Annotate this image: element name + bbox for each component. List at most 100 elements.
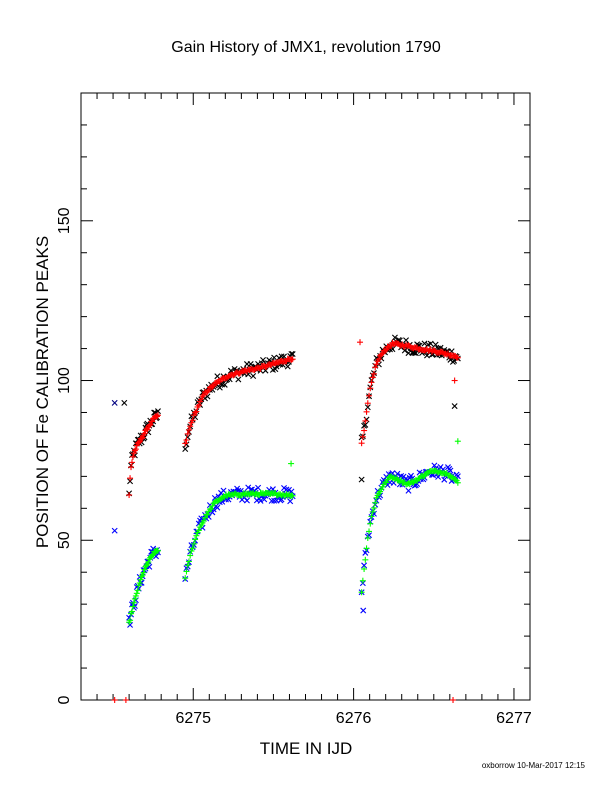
x-tick-label: 6276 (336, 710, 372, 727)
plus-marker (145, 559, 152, 566)
plus-marker (362, 417, 369, 424)
data-points (111, 334, 461, 703)
plus-marker (378, 351, 385, 358)
plus-marker (359, 433, 366, 440)
y-tick-label: 50 (56, 531, 73, 549)
x-marker (154, 408, 161, 415)
plus-marker (205, 387, 212, 394)
plus-marker (187, 552, 194, 559)
x-marker (220, 487, 227, 494)
plus-marker (154, 413, 161, 420)
plus-marker (208, 506, 215, 513)
x-marker (127, 478, 134, 485)
plus-marker (204, 388, 211, 395)
footer-stamp: oxborrow 10-Mar-2017 12:15 (482, 761, 586, 770)
x-marker (243, 497, 250, 504)
plus-marker (367, 385, 374, 392)
plus-marker (199, 393, 206, 400)
x-marker (405, 487, 412, 494)
x-tick-label: 6275 (175, 710, 211, 727)
x-marker (214, 504, 221, 511)
x-axis-label: TIME IN IJD (260, 739, 353, 758)
plus-marker (138, 573, 145, 580)
plus-marker (134, 587, 141, 594)
plus-marker (146, 422, 153, 429)
plus-marker (141, 430, 148, 437)
x-marker (271, 497, 278, 504)
plus-marker (454, 479, 461, 486)
plus-marker (136, 580, 143, 587)
plus-marker (369, 508, 376, 515)
x-marker (214, 373, 221, 380)
plus-marker (368, 379, 375, 386)
plus-marker (147, 421, 154, 428)
plus-marker (126, 492, 133, 499)
plus-marker (382, 347, 389, 354)
plot-area-border (80, 92, 531, 701)
plus-marker (366, 528, 373, 535)
y-tick-label: 100 (56, 367, 73, 394)
plus-marker (195, 402, 202, 409)
plus-marker (358, 440, 365, 447)
x-marker (441, 476, 448, 483)
plus-marker (364, 535, 371, 542)
plus-marker (189, 417, 196, 424)
plus-marker (131, 447, 138, 454)
plus-marker (184, 562, 191, 569)
x-marker (358, 476, 365, 483)
plus-marker (154, 547, 161, 554)
x-marker (284, 363, 291, 370)
plus-marker (366, 392, 373, 399)
plus-marker (144, 426, 151, 433)
x-marker (287, 498, 294, 505)
y-tick-label: 0 (56, 695, 73, 704)
plus-marker (288, 356, 295, 363)
plus-marker (187, 423, 194, 430)
plus-marker (362, 556, 369, 563)
x-marker (432, 341, 439, 348)
plus-marker (358, 589, 365, 596)
plus-marker (200, 517, 207, 524)
plus-marker (149, 418, 156, 425)
x-marker (435, 473, 442, 480)
x-marker (221, 381, 228, 388)
plus-marker (209, 383, 216, 390)
x-marker (271, 354, 278, 361)
plus-marker (372, 499, 379, 506)
plus-marker (370, 370, 377, 377)
plus-marker (289, 356, 296, 363)
plus-marker (195, 527, 202, 534)
plus-marker (132, 446, 139, 453)
plus-marker (368, 513, 375, 520)
plus-marker (193, 408, 200, 415)
plus-marker (367, 520, 374, 527)
plus-marker (185, 426, 192, 433)
plus-marker (357, 339, 364, 346)
x-marker (288, 350, 295, 357)
plus-marker (373, 361, 380, 368)
x-marker (427, 340, 434, 347)
x-marker (362, 421, 369, 428)
chart-title: Gain History of JMX1, revolution 1790 (171, 39, 441, 56)
plus-marker (128, 459, 135, 466)
plus-marker (127, 617, 134, 624)
plus-marker (198, 396, 205, 403)
plus-marker (130, 599, 137, 606)
x-marker (412, 350, 419, 357)
plus-marker (193, 532, 200, 539)
plus-marker (129, 603, 136, 610)
tick-labels: 6275 6276 6277 0 50 100 150 (56, 207, 532, 727)
x-marker (235, 376, 242, 383)
plus-marker (204, 511, 211, 518)
plus-marker (150, 551, 157, 558)
plus-marker (140, 569, 147, 576)
x-marker (111, 399, 118, 406)
plus-marker (375, 356, 382, 363)
plus-marker (364, 400, 371, 407)
x-marker (421, 340, 428, 347)
x-marker (260, 357, 267, 364)
plus-marker (131, 595, 138, 602)
plus-marker (188, 548, 195, 555)
plus-marker (129, 453, 136, 460)
